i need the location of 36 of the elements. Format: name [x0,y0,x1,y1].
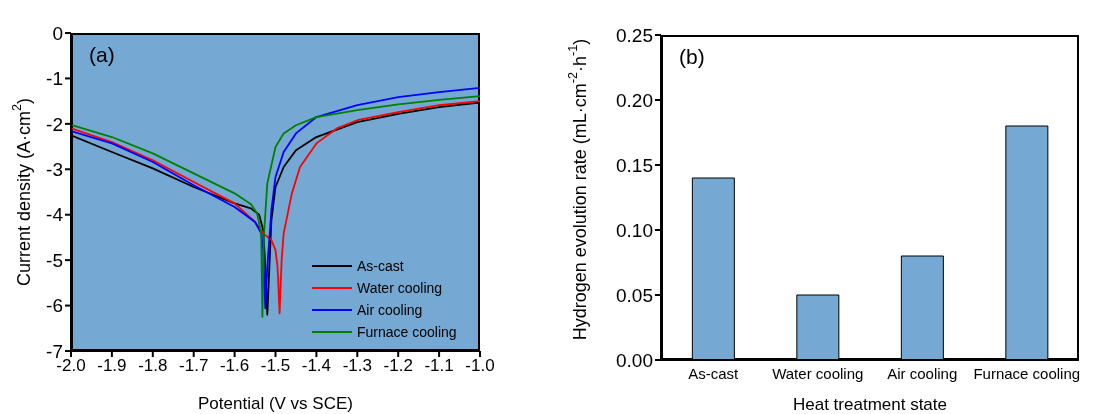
y-tick-label: 0.05 [616,284,653,306]
x-tick-label: As-cast [688,364,740,382]
x-tick-label: Water cooling [772,364,864,382]
y-tick-label: 0.15 [616,154,653,176]
x-tick-label: -1.8 [138,356,168,376]
y-tick-label: -1 [46,68,63,90]
x-tick-label: -1.9 [97,356,127,376]
annotation: (b) [679,45,705,69]
x-tick-label: -1.2 [383,356,413,376]
x-axis-title: Potential (V vs SCE) [198,394,353,413]
x-tick-label: -1.0 [465,356,495,376]
x-axis-title: Heat treatment state [792,395,948,414]
y-tick-label: -3 [46,159,63,181]
y-tick-label: -7 [46,340,63,362]
x-tick-label: -1.4 [301,356,332,376]
x-tick-label: Furnace cooling [973,364,1081,382]
y-tick-label: 0.00 [616,349,653,371]
x-tick-label: -1.3 [342,356,372,376]
y-tick-label: -6 [46,295,63,317]
legend-label: Furnace cooling [357,323,457,342]
x-tick-label: -1.7 [179,356,209,376]
y-tick-label: -4 [46,204,64,226]
x-tick-label: Air cooling [887,364,958,382]
y-tick-label: -2 [46,113,63,135]
x-tick-label: -1.1 [424,356,454,376]
legend-label: Air cooling [357,301,423,320]
x-tick-label: -1.5 [260,356,291,376]
legend-label: Water cooling [357,279,443,298]
y-tick-label: -5 [46,249,63,271]
y-tick-label: 0.25 [616,24,653,46]
y-tick-label: 0.10 [616,219,653,241]
legend-label: As-cast [357,257,404,276]
y-tick-label: 0 [52,22,63,44]
x-tick-label: -1.6 [219,356,250,376]
annotation: (a) [89,43,115,67]
y-tick-label: 0.20 [616,89,653,111]
